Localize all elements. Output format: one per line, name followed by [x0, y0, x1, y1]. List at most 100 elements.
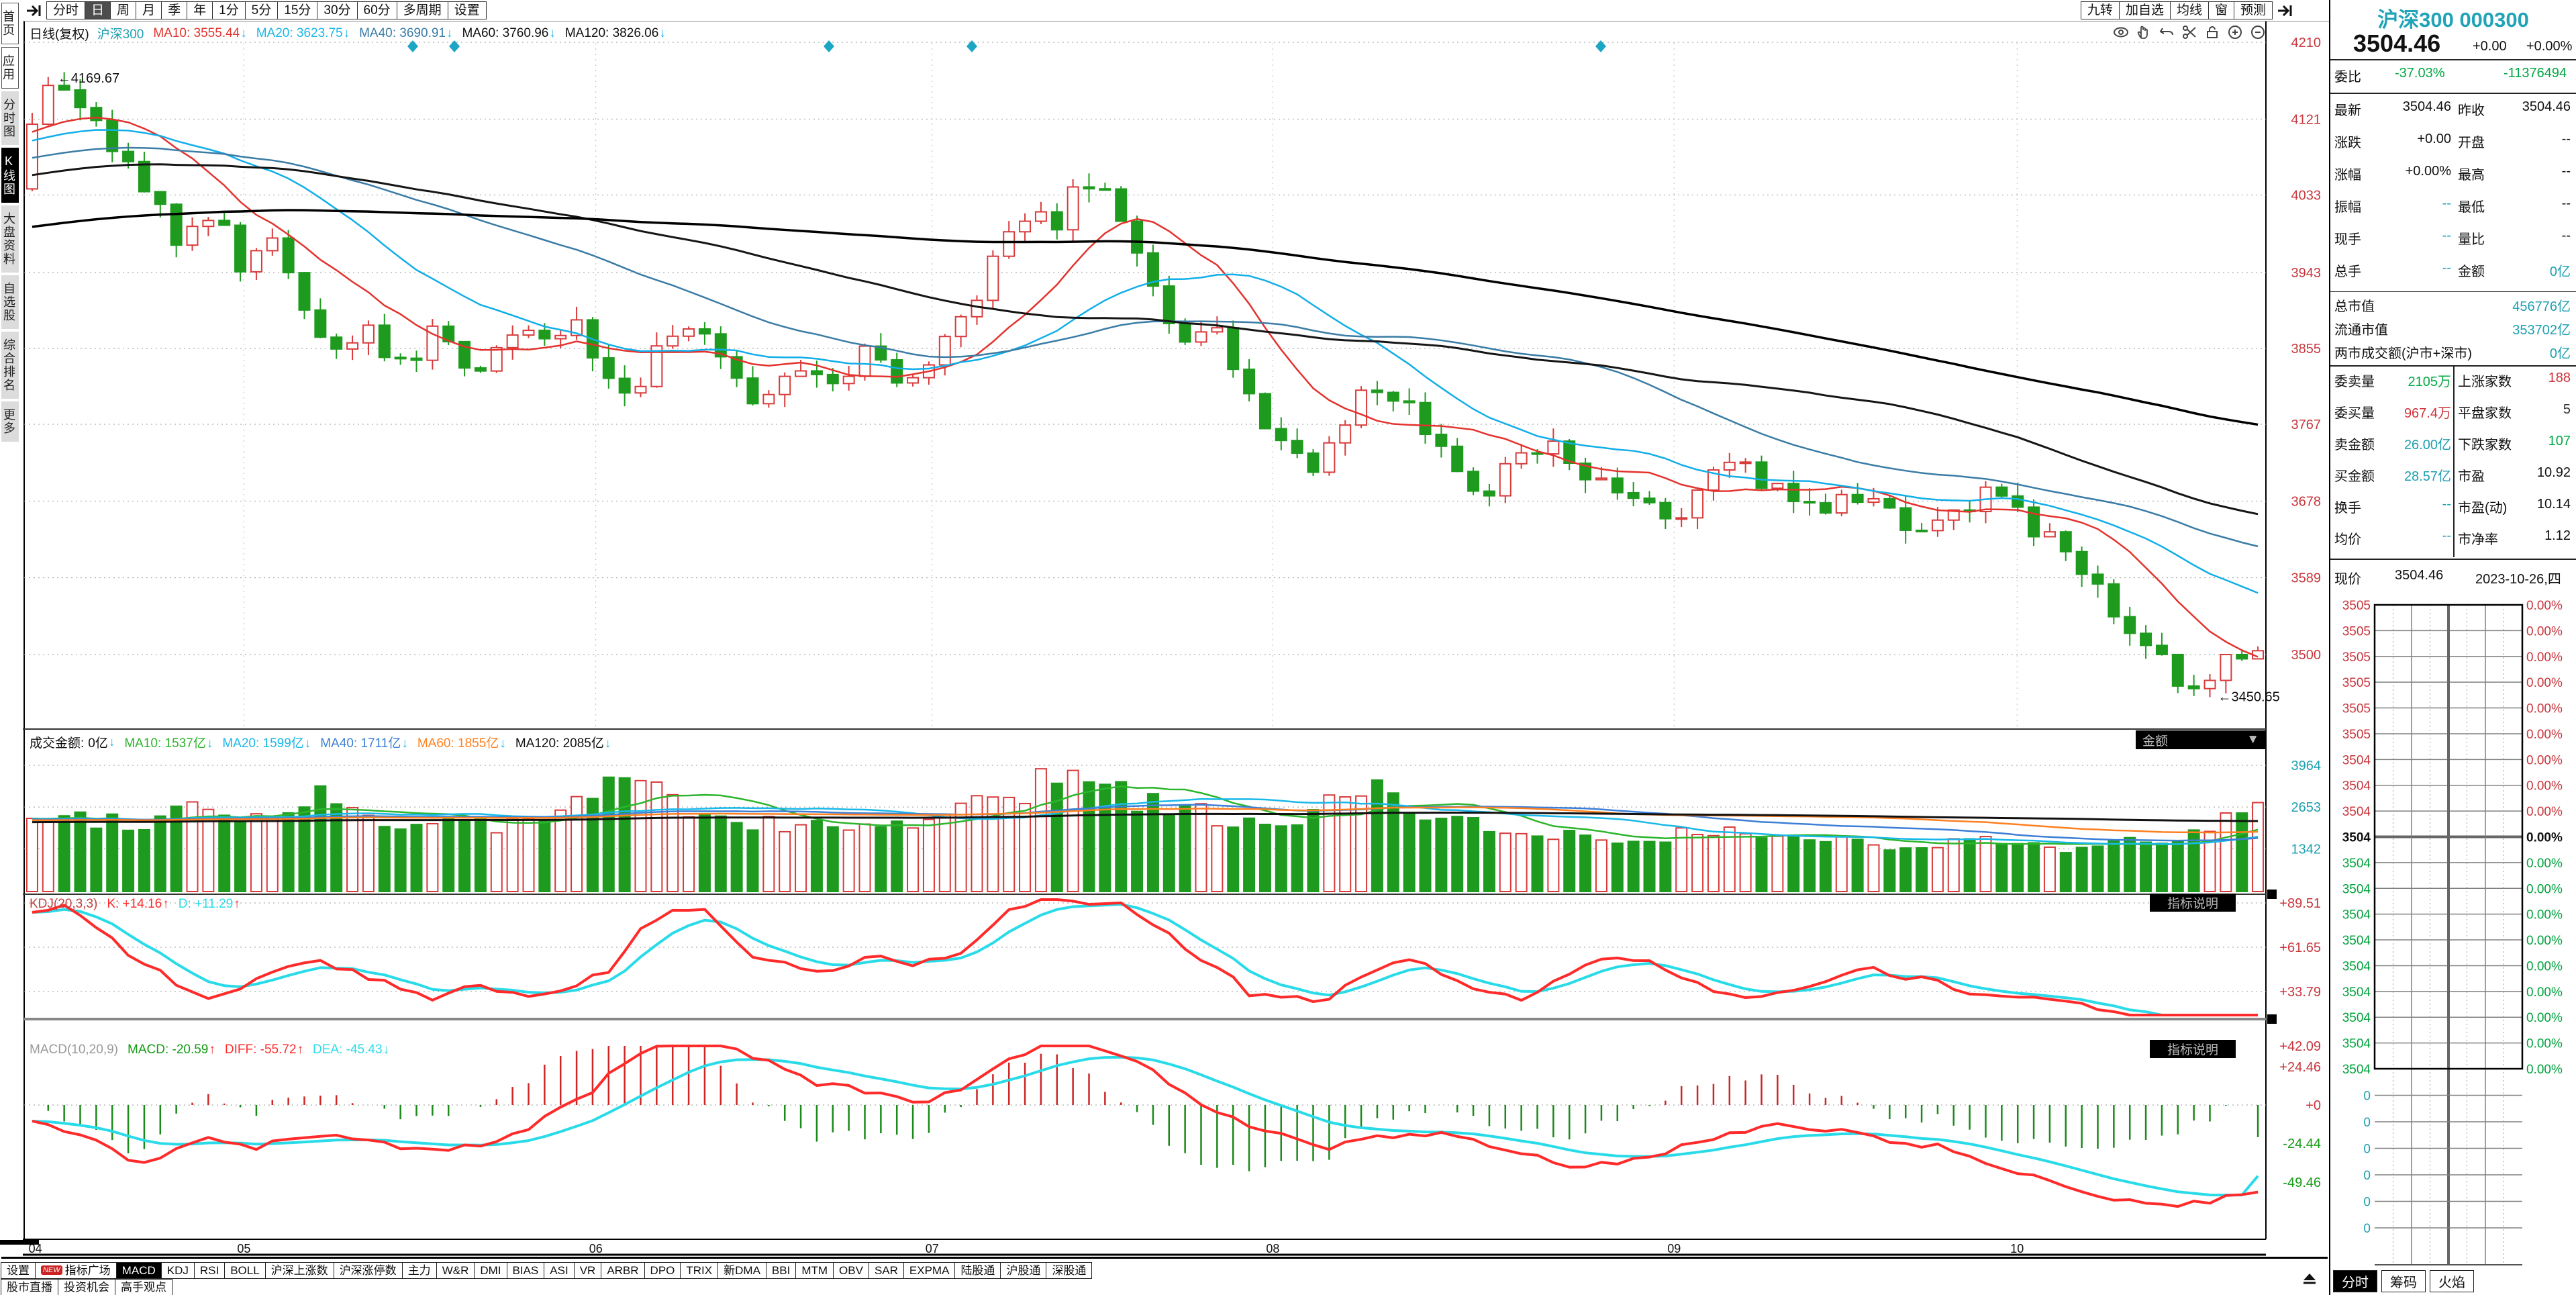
tab-opportunity[interactable]: 投资机会 [58, 1278, 115, 1295]
tab-vr[interactable]: VR [573, 1261, 602, 1279]
macd-legend-arrow: ↓ [383, 1043, 390, 1057]
tab-indicator-settings[interactable]: 设置 [1, 1261, 36, 1279]
tab-kdj[interactable]: KDJ [160, 1261, 195, 1279]
mini-tab-chouma[interactable]: 筹码 [2381, 1270, 2426, 1292]
kdj-name: KDJ(20,3,3) [30, 897, 98, 911]
tab-newdma[interactable]: 新DMA [717, 1261, 766, 1279]
drag-hand-icon[interactable] [2136, 24, 2152, 40]
eye-icon[interactable] [2113, 24, 2129, 40]
toolbar-m60-button[interactable]: 60分 [356, 1, 397, 19]
scroll-up-icon[interactable] [2298, 1271, 2321, 1290]
toolbar-forecast-button[interactable]: 预测 [2233, 1, 2273, 19]
sidebar-item-home[interactable]: 首页 [1, 3, 19, 44]
mini-tab-huoyan[interactable]: 火焰 [2430, 1270, 2474, 1292]
sidebar-item-more[interactable]: 更多 [1, 401, 19, 442]
quote-row-label1: 振幅 [2334, 200, 2361, 215]
volume-mode-dropdown[interactable]: 金额 ▼ [2136, 730, 2266, 749]
tab-dmi[interactable]: DMI [474, 1261, 507, 1279]
period-label: 日线(复权) [30, 28, 89, 42]
toolbar-m30-button[interactable]: 30分 [317, 1, 358, 19]
sidebar-item-market-data[interactable]: 大盘资料 [1, 205, 19, 273]
volume-mode-label: 金额 [2142, 734, 2169, 749]
tab-boll[interactable]: BOLL [224, 1261, 266, 1279]
collapse-right-icon[interactable] [2277, 3, 2294, 18]
axis-tick: 2653 [2291, 800, 2322, 815]
quote-row-value2: -- [2561, 196, 2571, 211]
tab-bias[interactable]: BIAS [506, 1261, 545, 1279]
tab-shengutong[interactable]: 深股通 [1046, 1261, 1093, 1279]
vol-ma-legend-arrow: ↓ [304, 736, 311, 751]
tab-macd[interactable]: MACD [115, 1261, 162, 1279]
high-annotation: ←4169.67 [58, 71, 119, 86]
vol-ma-legend-item: MA20: 1599亿↓ [222, 733, 311, 751]
tab-label: SAR [874, 1263, 898, 1277]
undo-icon[interactable] [2159, 24, 2175, 40]
toolbar-window-button[interactable]: 窗 [2208, 1, 2234, 19]
toolbar-quarter-button[interactable]: 季 [161, 1, 188, 19]
collapse-left-icon[interactable] [26, 3, 43, 18]
zoom-in-icon[interactable] [2227, 24, 2243, 40]
tab-obv[interactable]: OBV [833, 1261, 869, 1279]
toolbar-m1-button[interactable]: 1分 [212, 1, 246, 19]
toolbar-month-button[interactable]: 月 [136, 1, 162, 19]
tab-lugutong[interactable]: 陆股通 [954, 1261, 1001, 1279]
stat-row-value1: -- [2442, 497, 2451, 512]
toolbar-year-button[interactable]: 年 [187, 1, 213, 19]
sidebar-item-ranking[interactable]: 综合排名 [1, 332, 19, 399]
kdj-legend-item: D: +11.29↑ [179, 897, 240, 912]
toolbar-jiuzhuan-button[interactable]: 九转 [2080, 1, 2120, 19]
tab-expert-view[interactable]: 高手观点 [115, 1278, 172, 1295]
toolbar-m15-button[interactable]: 15分 [277, 1, 318, 19]
stat-row-label2: 市盈(动) [2458, 501, 2508, 516]
sidebar-item-apps[interactable]: 应用 [1, 47, 19, 89]
tab-bbi[interactable]: BBI [765, 1261, 797, 1279]
stat-row-value2: 5 [2563, 402, 2571, 417]
lock-icon[interactable] [2204, 24, 2220, 40]
zoom-out-icon[interactable] [2250, 24, 2266, 40]
tab-zhuli[interactable]: 主力 [401, 1261, 437, 1279]
toolbar-settings-button[interactable]: 设置 [447, 1, 487, 19]
tab-hs-up-count[interactable]: 沪深上涨数 [264, 1261, 334, 1279]
x-axis-months: 04 05 06 07 08 09 10 [23, 1242, 2265, 1255]
horizontal-scrollbar-thumb[interactable] [0, 1240, 39, 1245]
toolbar-add-watch-button[interactable]: 加自选 [2118, 1, 2171, 19]
tab-label: 沪深上涨数 [270, 1263, 328, 1277]
stat-row-label1: 换手 [2334, 501, 2361, 516]
toolbar-fenshi-button[interactable]: 分时 [46, 1, 86, 19]
macd-help-button[interactable]: 指标说明 [2150, 1040, 2236, 1058]
scissors-icon[interactable] [2181, 24, 2197, 40]
tab-asi[interactable]: ASI [544, 1261, 575, 1279]
tab-hs-limit-count[interactable]: 沪深涨停数 [333, 1261, 403, 1279]
vol-ma-legend-text: MA60: 1855亿 [417, 736, 499, 751]
toolbar-junxian-button[interactable]: 均线 [2169, 1, 2209, 19]
tab-expma[interactable]: EXPMA [903, 1261, 956, 1279]
ma-legend-text: MA120: 3826.06 [564, 26, 659, 40]
vol-ma-legend-text: MA120: 2085亿 [515, 736, 604, 751]
toolbar-m5-button[interactable]: 5分 [244, 1, 279, 19]
vol-ma-legend-text: MA20: 1599亿 [222, 736, 304, 751]
sidebar-item-minute-chart[interactable]: 分时图 [1, 91, 19, 145]
tab-rsi[interactable]: RSI [193, 1261, 226, 1279]
tab-trix[interactable]: TRIX [680, 1261, 719, 1279]
mini-tab-fenshi[interactable]: 分时 [2333, 1270, 2377, 1292]
sidebar-item-watchlist[interactable]: 自选股 [1, 275, 19, 329]
toolbar-week-button[interactable]: 周 [110, 1, 137, 19]
tab-mtm[interactable]: MTM [795, 1261, 834, 1279]
tab-sar[interactable]: SAR [868, 1261, 904, 1279]
tab-label: TRIX [686, 1263, 713, 1277]
tab-label: 主力 [407, 1263, 431, 1277]
chevron-down-icon: ▼ [2246, 732, 2259, 747]
toolbar-day-button[interactable]: 日 [85, 1, 111, 19]
tab-live[interactable]: 股市直播 [1, 1278, 58, 1295]
stat-row-value1: 26.00亿 [2404, 438, 2451, 452]
tab-hugutong[interactable]: 沪股通 [1000, 1261, 1047, 1279]
sidebar-item-kline-chart[interactable]: K线图 [1, 148, 19, 203]
tab-dpo[interactable]: DPO [644, 1261, 681, 1279]
kdj-help-button[interactable]: 指标说明 [2150, 894, 2236, 912]
tab-label: 指标广场 [64, 1263, 111, 1277]
tab-wr[interactable]: W&R [436, 1261, 475, 1279]
tab-arbr[interactable]: ARBR [601, 1261, 645, 1279]
toolbar-multi-button[interactable]: 多周期 [396, 1, 448, 19]
tab-indicator-plaza[interactable]: NEW 指标广场 [35, 1261, 117, 1279]
